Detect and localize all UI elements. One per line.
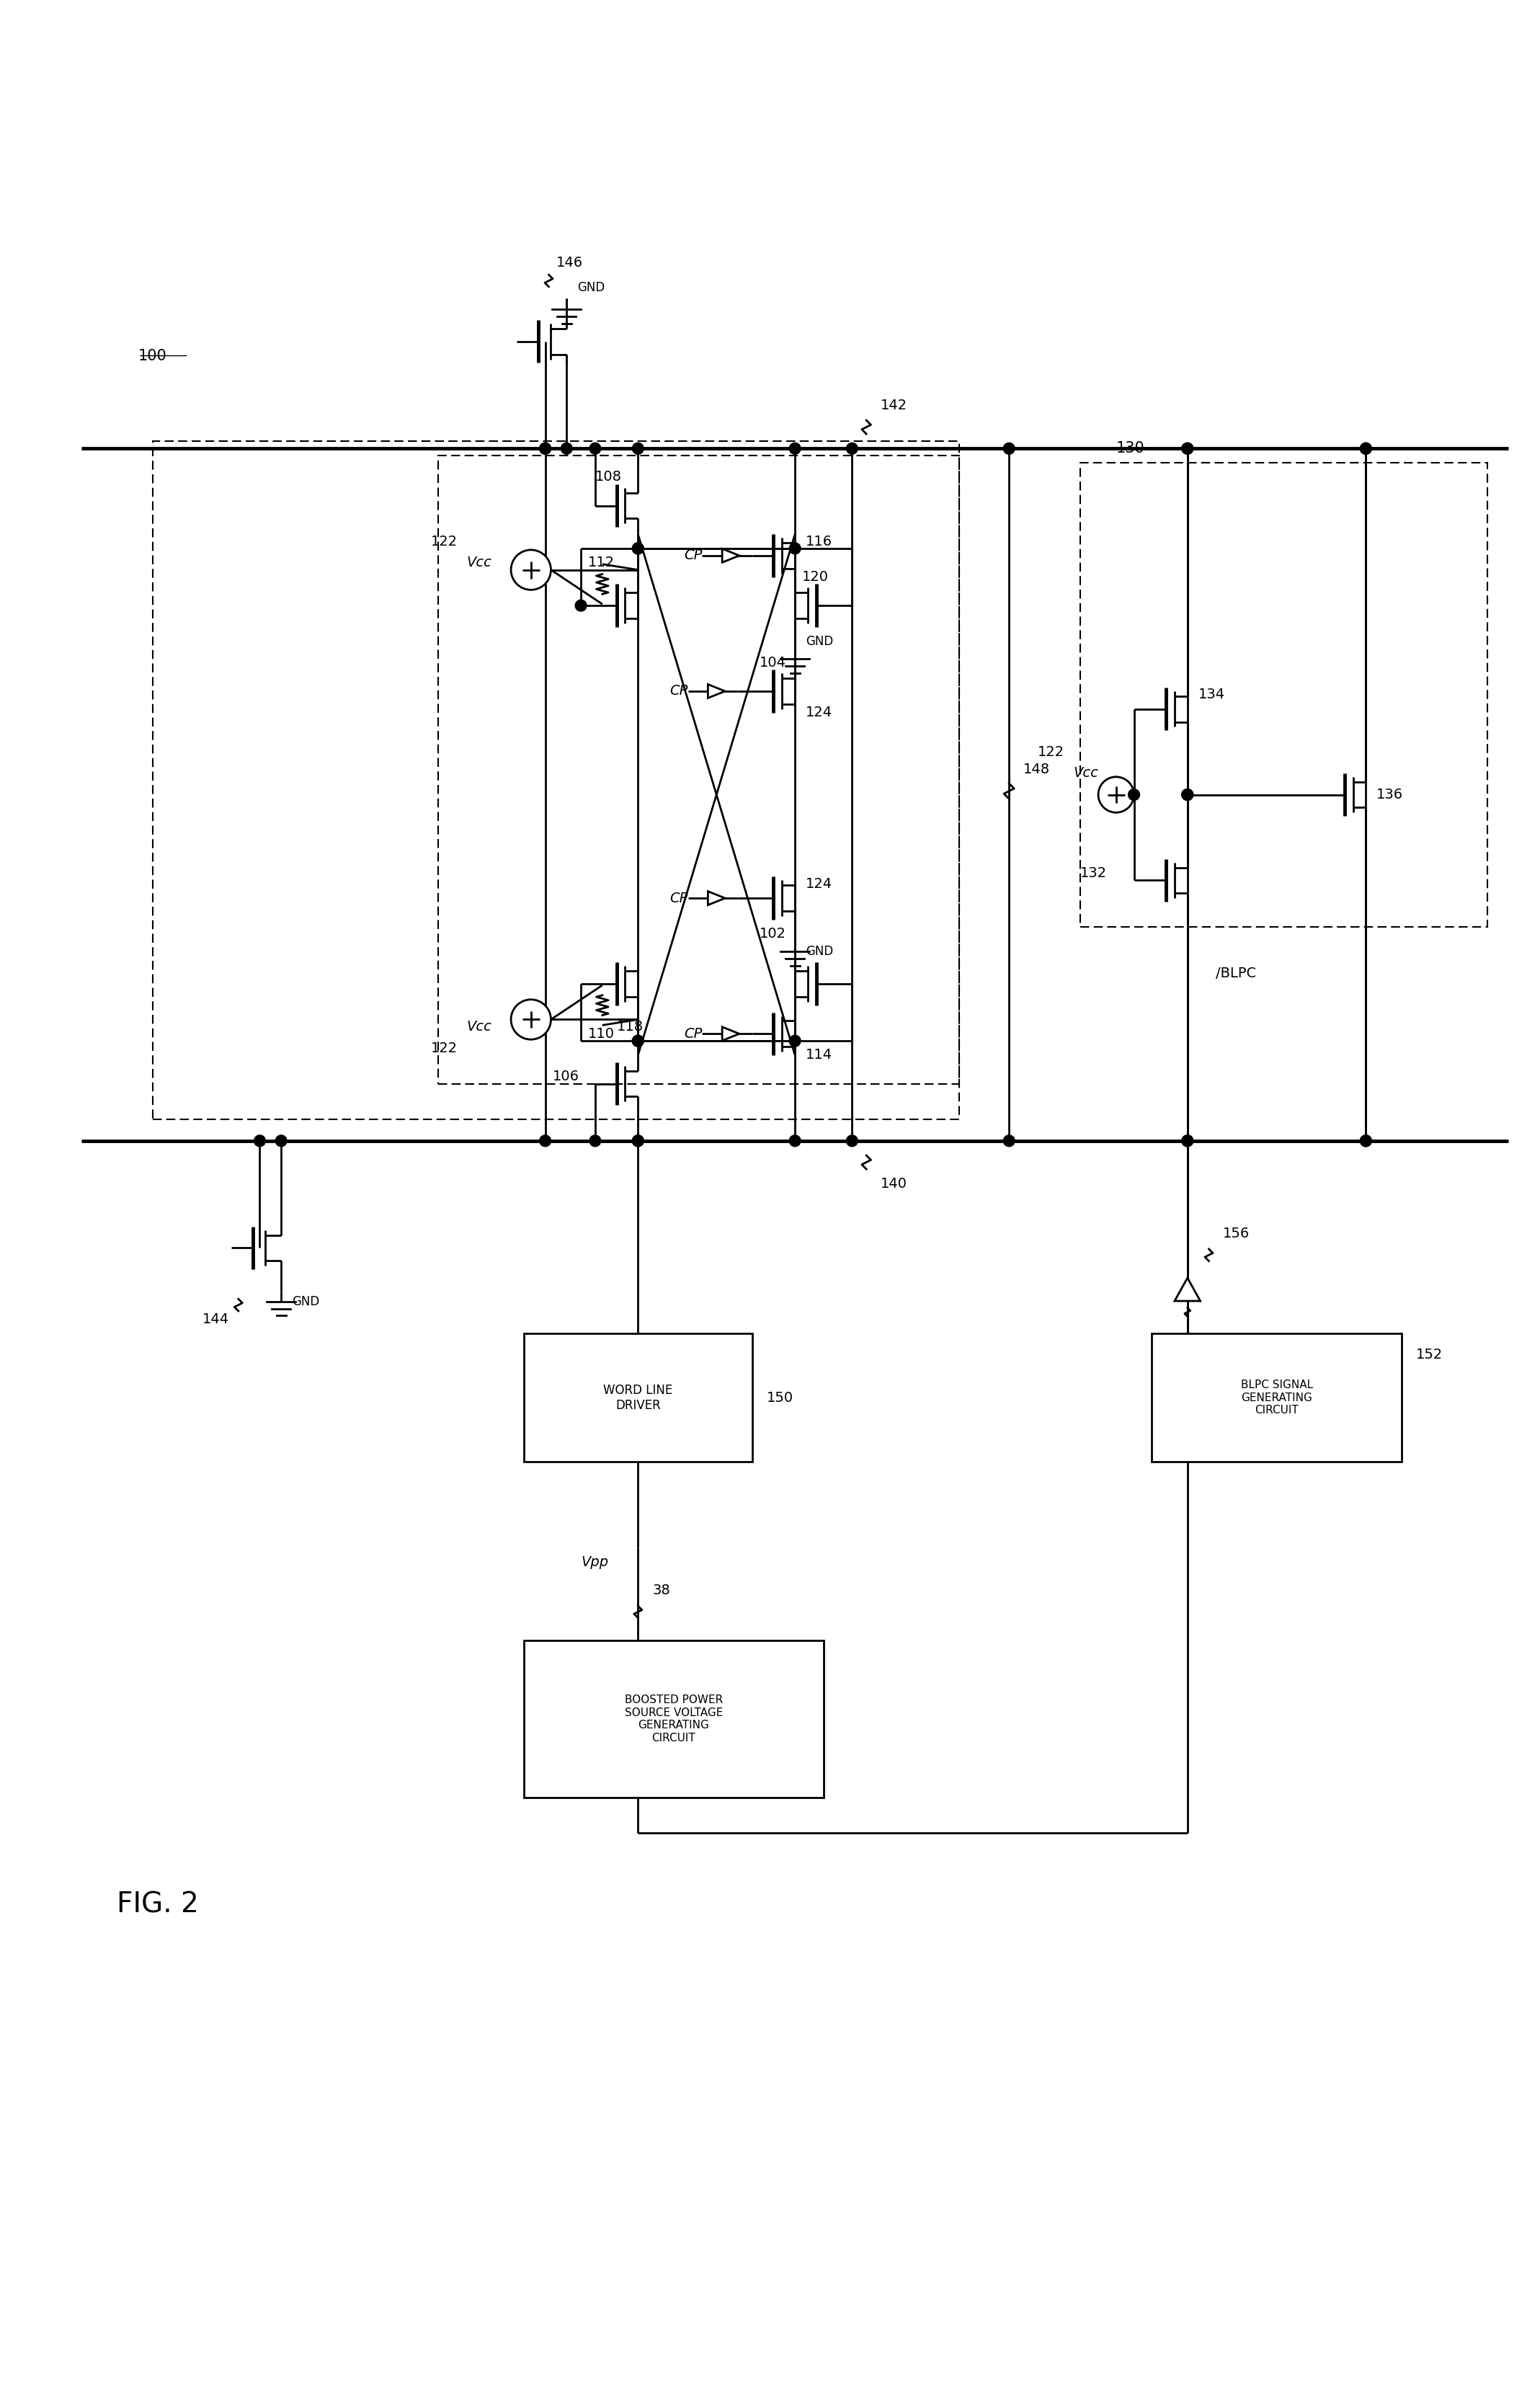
Text: WORD LINE
DRIVER: WORD LINE DRIVER xyxy=(604,1384,673,1411)
Circle shape xyxy=(633,1134,644,1146)
Text: 124: 124 xyxy=(805,706,833,718)
Circle shape xyxy=(539,442,551,454)
FancyBboxPatch shape xyxy=(524,1641,824,1797)
Text: 134: 134 xyxy=(1198,687,1224,702)
Circle shape xyxy=(790,1036,801,1048)
Circle shape xyxy=(539,442,551,454)
Text: 150: 150 xyxy=(767,1391,793,1406)
Circle shape xyxy=(1181,442,1194,454)
Circle shape xyxy=(1098,776,1133,812)
Circle shape xyxy=(1360,442,1372,454)
Circle shape xyxy=(590,1134,601,1146)
Circle shape xyxy=(633,1036,644,1048)
Circle shape xyxy=(539,1134,551,1146)
Text: 102: 102 xyxy=(759,928,785,940)
Text: FIG. 2: FIG. 2 xyxy=(117,1891,199,1918)
Text: CP: CP xyxy=(670,892,688,906)
Text: BLPC SIGNAL
GENERATING
CIRCUIT: BLPC SIGNAL GENERATING CIRCUIT xyxy=(1241,1379,1312,1415)
Circle shape xyxy=(633,1134,644,1146)
Text: 114: 114 xyxy=(805,1048,833,1062)
Circle shape xyxy=(1360,1134,1372,1146)
Circle shape xyxy=(633,543,644,555)
Circle shape xyxy=(1181,1134,1194,1146)
Text: 100: 100 xyxy=(139,348,168,363)
Text: 148: 148 xyxy=(1024,762,1050,776)
Text: 144: 144 xyxy=(203,1312,229,1326)
Text: 142: 142 xyxy=(881,399,907,413)
Circle shape xyxy=(1360,1134,1372,1146)
Text: GND: GND xyxy=(293,1295,319,1307)
Circle shape xyxy=(847,1134,858,1146)
Text: Vcc: Vcc xyxy=(467,555,491,570)
Text: 156: 156 xyxy=(1223,1228,1250,1240)
Text: 38: 38 xyxy=(653,1584,670,1598)
Circle shape xyxy=(633,543,644,555)
Circle shape xyxy=(1129,788,1140,800)
Circle shape xyxy=(254,1134,265,1146)
Text: GND: GND xyxy=(805,634,833,649)
Text: BOOSTED POWER
SOURCE VOLTAGE
GENERATING
CIRCUIT: BOOSTED POWER SOURCE VOLTAGE GENERATING … xyxy=(625,1694,722,1742)
Polygon shape xyxy=(708,892,725,906)
Polygon shape xyxy=(1175,1278,1200,1300)
Text: 124: 124 xyxy=(805,877,833,892)
Polygon shape xyxy=(708,685,725,697)
Text: 116: 116 xyxy=(805,533,833,548)
Circle shape xyxy=(1004,442,1015,454)
Circle shape xyxy=(574,601,587,610)
Text: 140: 140 xyxy=(881,1177,907,1189)
Text: 106: 106 xyxy=(553,1069,579,1084)
Text: 152: 152 xyxy=(1415,1348,1443,1363)
Text: Vcc: Vcc xyxy=(467,1019,491,1033)
Text: GND: GND xyxy=(805,944,833,959)
Circle shape xyxy=(276,1134,286,1146)
Circle shape xyxy=(633,1036,644,1048)
Circle shape xyxy=(1181,1134,1194,1146)
Text: 104: 104 xyxy=(759,656,785,670)
Text: Vcc: Vcc xyxy=(1073,767,1098,781)
Text: Vpp: Vpp xyxy=(581,1555,608,1569)
Text: 122: 122 xyxy=(431,533,457,548)
FancyBboxPatch shape xyxy=(1152,1334,1401,1461)
Text: 120: 120 xyxy=(802,570,829,584)
Text: CP: CP xyxy=(670,685,688,697)
Text: 136: 136 xyxy=(1377,788,1403,803)
Circle shape xyxy=(1181,788,1194,800)
Text: /BLPC: /BLPC xyxy=(1217,966,1257,980)
Circle shape xyxy=(633,442,644,454)
Text: CP: CP xyxy=(684,548,702,562)
Text: 132: 132 xyxy=(1081,867,1107,879)
Text: 110: 110 xyxy=(588,1026,614,1040)
Text: 122: 122 xyxy=(1038,745,1064,759)
Circle shape xyxy=(511,550,551,589)
Text: 118: 118 xyxy=(616,1019,644,1033)
Circle shape xyxy=(511,1000,551,1040)
Text: 112: 112 xyxy=(588,555,614,570)
Polygon shape xyxy=(722,548,739,562)
Polygon shape xyxy=(722,1026,739,1040)
Circle shape xyxy=(790,442,801,454)
Circle shape xyxy=(1181,788,1194,800)
Circle shape xyxy=(847,442,858,454)
Text: 108: 108 xyxy=(594,471,622,483)
FancyBboxPatch shape xyxy=(524,1334,752,1461)
Circle shape xyxy=(1360,442,1372,454)
Circle shape xyxy=(1181,442,1194,454)
Circle shape xyxy=(590,442,601,454)
Circle shape xyxy=(561,442,573,454)
Circle shape xyxy=(790,1134,801,1146)
Circle shape xyxy=(1004,1134,1015,1146)
Text: 146: 146 xyxy=(556,257,582,269)
Text: CP: CP xyxy=(684,1026,702,1040)
Text: 130: 130 xyxy=(1116,442,1144,457)
Circle shape xyxy=(790,543,801,555)
Text: 122: 122 xyxy=(431,1040,457,1055)
Text: GND: GND xyxy=(578,281,605,296)
